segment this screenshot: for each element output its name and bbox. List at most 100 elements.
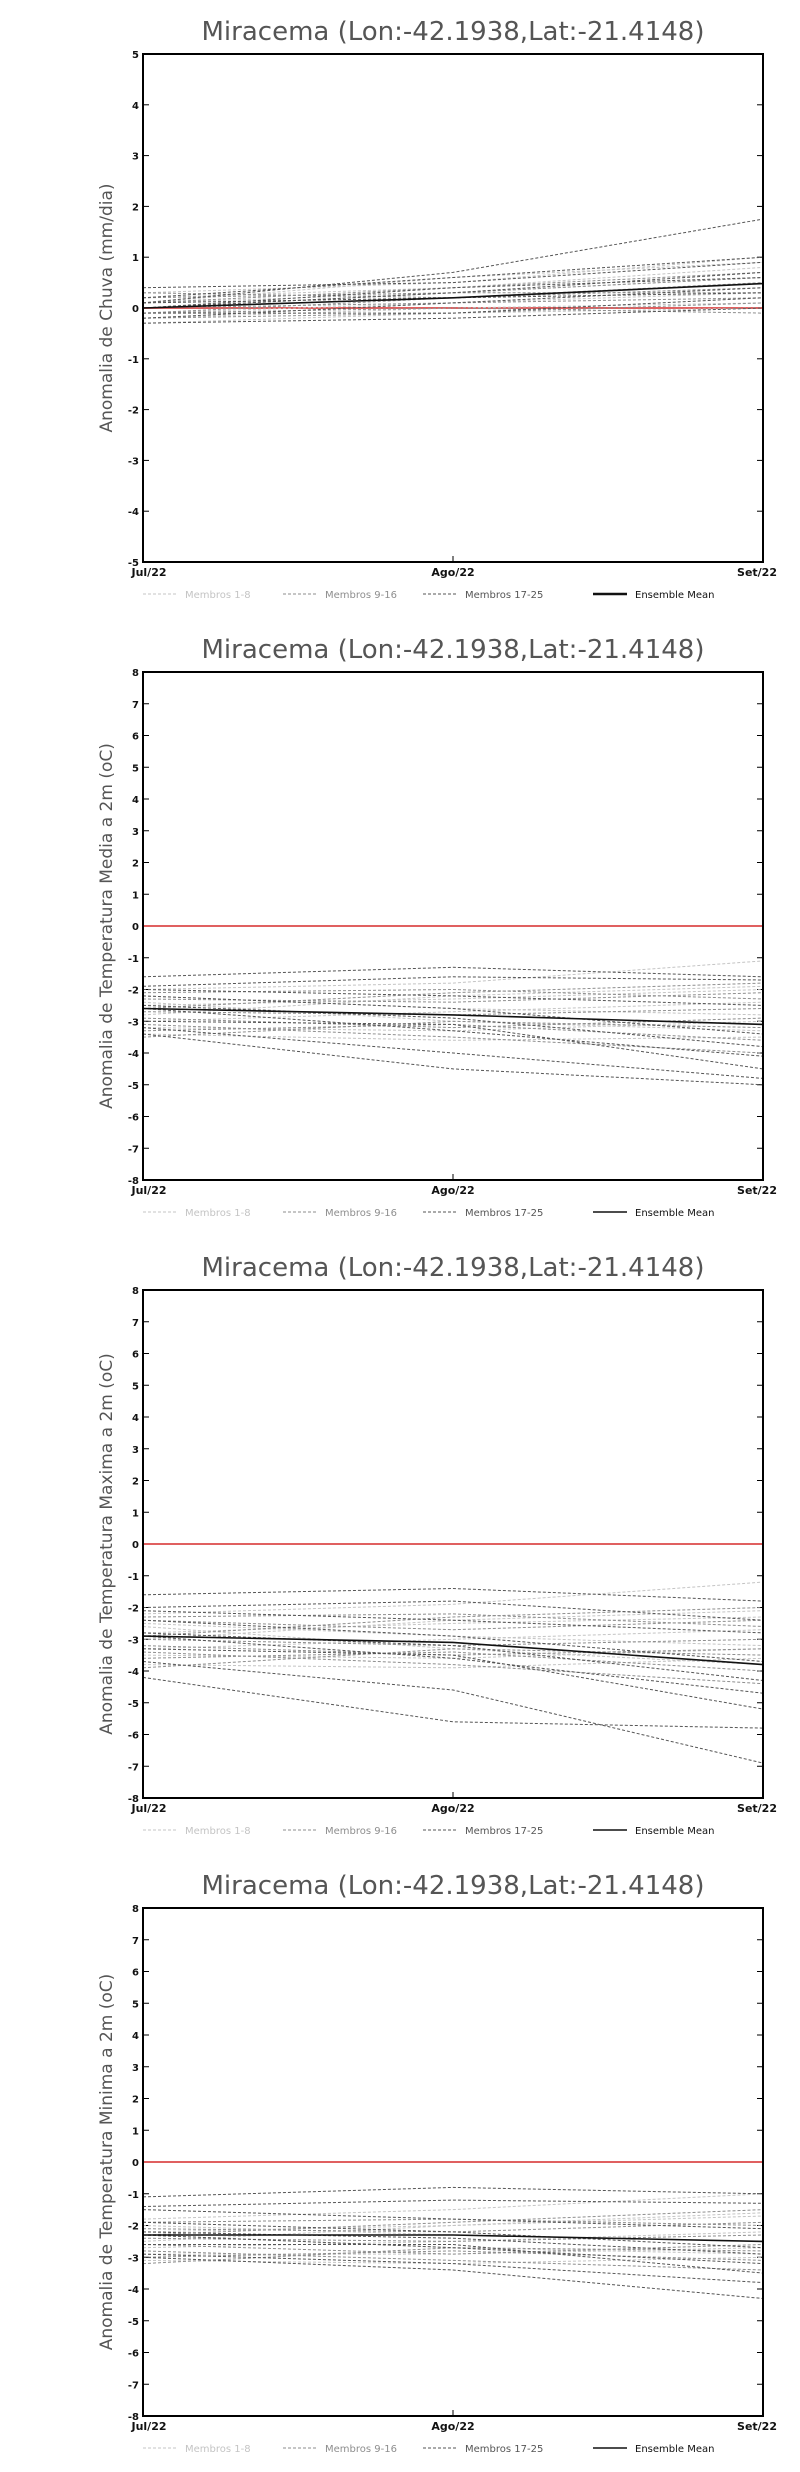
y-tick-label: -2 xyxy=(128,406,139,417)
legend-label: Ensemble Mean xyxy=(635,1208,714,1219)
member-series-line xyxy=(142,307,764,324)
y-tick-label: 0 xyxy=(132,2158,139,2169)
y-tick-label: 0 xyxy=(132,1540,139,1551)
legend-label: Ensemble Mean xyxy=(635,1826,714,1837)
member-series-line xyxy=(142,989,764,1006)
member-series-line xyxy=(142,2186,764,2198)
x-tick-label: Jul/22 xyxy=(130,1184,166,1197)
y-tick-label: -4 xyxy=(128,507,139,518)
y-tick-label: -1 xyxy=(128,2190,139,2201)
member-series-line xyxy=(142,1607,764,1637)
y-axis-label: Anomalia de Temperatura Maxima a 2m (oC) xyxy=(97,1353,117,1735)
member-series-line xyxy=(142,2244,764,2255)
chart-title: Miracema (Lon:-42.1938,Lat:-21.4148) xyxy=(202,17,705,47)
member-series-line xyxy=(142,966,764,978)
member-series-line xyxy=(142,1023,764,1054)
y-tick-label: -1 xyxy=(128,1572,139,1583)
y-tick-label: -3 xyxy=(128,456,139,467)
member-series-line xyxy=(142,1033,764,1086)
y-tick-label: 2 xyxy=(132,202,139,213)
y-tick-label: 5 xyxy=(132,1999,139,2010)
member-series-line xyxy=(142,2253,764,2284)
y-tick-label: 3 xyxy=(132,152,139,163)
member-series-line xyxy=(142,2234,764,2265)
member-series-line xyxy=(142,2193,764,2220)
ensemble-mean-line xyxy=(142,1635,764,1666)
legend-label: Membros 1-8 xyxy=(185,1208,251,1219)
legend-label: Ensemble Mean xyxy=(635,2444,714,2455)
legend-label: Membros 17-25 xyxy=(465,2444,543,2455)
y-tick-label: 4 xyxy=(132,1413,139,1424)
member-series-line xyxy=(142,1676,764,1729)
legend-label: Membros 17-25 xyxy=(465,1208,543,1219)
y-tick-label: 8 xyxy=(132,1904,139,1915)
chart-panel-2: Miracema (Lon:-42.1938,Lat:-21.4148) Anom… xyxy=(97,635,777,1219)
y-tick-label: 5 xyxy=(132,1381,139,1392)
member-series-line xyxy=(142,1613,764,1627)
x-tick-label: Ago/22 xyxy=(431,1802,474,1815)
member-series-line xyxy=(142,2212,764,2242)
y-tick-label: 6 xyxy=(132,732,139,743)
chart-panel-1: Miracema (Lon:-42.1938,Lat:-21.4148) Anom… xyxy=(97,17,777,601)
x-tick-label: Ago/22 xyxy=(431,2420,474,2433)
y-tick-label: -3 xyxy=(128,1635,139,1646)
y-tick-label: -7 xyxy=(128,2380,139,2391)
chart-panel-3: Miracema (Lon:-42.1938,Lat:-21.4148) Anom… xyxy=(97,1253,777,1837)
x-tick-label: Set/22 xyxy=(737,2420,777,2433)
y-tick-label: -4 xyxy=(128,2285,139,2296)
member-series-line xyxy=(142,1610,764,1640)
member-series-line xyxy=(142,1027,764,1079)
y-tick-label: -7 xyxy=(128,1144,139,1155)
y-tick-label: 8 xyxy=(132,1286,139,1297)
ensemble-mean-line xyxy=(142,282,764,309)
member-series-line xyxy=(142,995,764,1035)
y-tick-label: 4 xyxy=(132,2031,139,2042)
member-series-line xyxy=(142,2199,764,2207)
member-series-line xyxy=(142,1001,764,1032)
member-series-line xyxy=(142,1610,764,1634)
member-series-line xyxy=(142,2221,764,2249)
member-series-line xyxy=(142,992,764,1003)
x-tick-label: Ago/22 xyxy=(431,1184,474,1197)
member-series-line xyxy=(142,1619,764,1631)
member-series-line xyxy=(142,982,764,1009)
member-series-line xyxy=(142,1020,764,1070)
y-tick-label: 5 xyxy=(132,50,139,61)
member-series-line xyxy=(142,1001,764,1022)
member-series-line xyxy=(142,261,764,289)
member-series-line xyxy=(142,218,764,304)
x-tick-label: Set/22 xyxy=(737,1802,777,1815)
y-tick-label: -7 xyxy=(128,1762,139,1773)
y-tick-label: 1 xyxy=(132,2126,139,2137)
y-axis-label: Anomalia de Chuva (mm/dia) xyxy=(97,183,117,432)
member-series-line xyxy=(142,2247,764,2265)
chart-panel-4: Miracema (Lon:-42.1938,Lat:-21.4148) Anom… xyxy=(97,1871,777,2455)
y-tick-label: 5 xyxy=(132,763,139,774)
member-series-line xyxy=(142,2234,764,2242)
y-tick-label: 4 xyxy=(132,795,139,806)
y-tick-label: -8 xyxy=(128,1794,139,1805)
member-series-line xyxy=(142,2231,764,2255)
y-tick-label: -5 xyxy=(128,1699,139,1710)
y-axis-label: Anomalia de Temperatura Minima a 2m (oC) xyxy=(97,1974,117,2351)
member-series-line xyxy=(142,989,764,1006)
x-tick-label: Jul/22 xyxy=(130,566,166,579)
member-series-line xyxy=(143,297,764,314)
x-tick-label: Set/22 xyxy=(737,1184,777,1197)
y-tick-label: 8 xyxy=(132,668,139,679)
member-series-line xyxy=(142,960,764,990)
member-series-line xyxy=(142,1616,764,1634)
y-tick-label: 2 xyxy=(132,859,139,870)
y-tick-label: -5 xyxy=(128,558,139,569)
y-tick-label: 6 xyxy=(132,1968,139,1979)
y-tick-label: -2 xyxy=(128,986,139,997)
y-tick-label: 2 xyxy=(132,2095,139,2106)
x-tick-label: Ago/22 xyxy=(431,566,474,579)
member-series-line xyxy=(143,2244,764,2274)
legend-label: Membros 9-16 xyxy=(325,1208,397,1219)
y-tick-label: -3 xyxy=(128,1017,139,1028)
y-tick-label: -5 xyxy=(128,2317,139,2328)
member-series-line xyxy=(142,1619,764,1662)
plot-frame xyxy=(142,671,764,1181)
